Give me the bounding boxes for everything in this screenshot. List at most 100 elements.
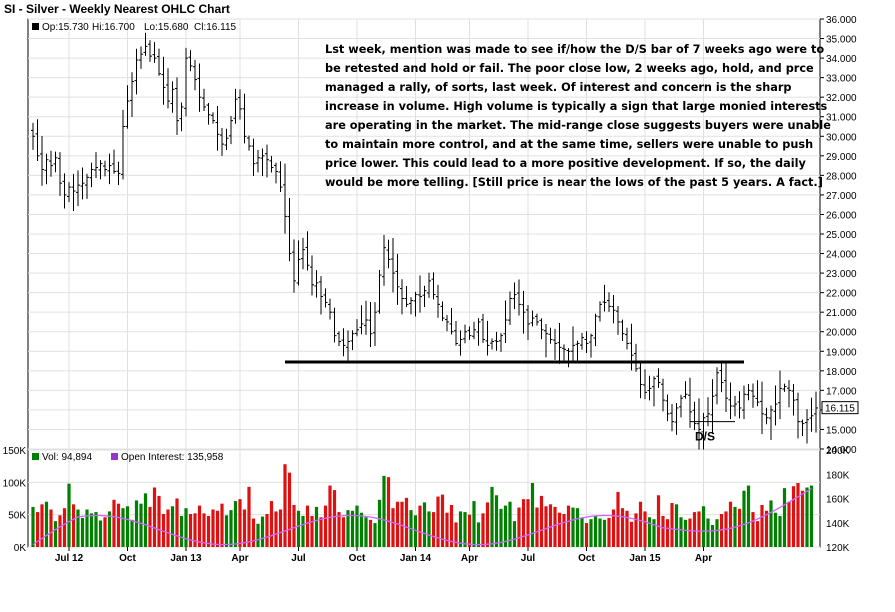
- volume-bar: [80, 517, 85, 547]
- ohlc-bar: [661, 378, 665, 412]
- volume-bar: [157, 495, 161, 547]
- volume-bar: [647, 517, 652, 547]
- ohlc-bar: [224, 128, 229, 150]
- volume-bar: [598, 518, 602, 547]
- price-tick-label: 29.000: [826, 152, 857, 163]
- price-gridlines: [28, 18, 820, 450]
- volume-bar: [449, 504, 454, 547]
- volume-bar: [503, 505, 508, 547]
- volume-bar: [607, 517, 611, 547]
- volume-bar: [94, 512, 98, 547]
- ohlc-bar: [116, 161, 121, 186]
- ohlc-bar: [796, 392, 800, 439]
- volume-bar: [566, 505, 571, 547]
- volume-bar: [373, 523, 377, 547]
- volume-bar: [562, 514, 566, 547]
- annotation-line: would be more telling. [Still price is n…: [325, 176, 823, 189]
- ohlc-bar: [188, 50, 193, 72]
- volume-bar: [688, 518, 692, 547]
- volume-bar: [485, 502, 490, 547]
- volume-bar: [436, 496, 440, 547]
- ohlc-bar: [562, 344, 566, 364]
- ohlc-bar: [346, 330, 350, 363]
- ohlc-bar: [701, 412, 706, 450]
- volume-bar: [188, 514, 193, 547]
- volume-bar: [58, 515, 62, 547]
- volume-bar: [103, 517, 107, 547]
- price-tick-label: 26.000: [826, 210, 857, 221]
- volume-bar: [557, 512, 562, 547]
- ohlc-bar: [778, 370, 782, 420]
- volume-bar: [283, 464, 287, 547]
- volume-bar: [364, 517, 368, 547]
- volume-bar: [548, 504, 553, 547]
- ohlc-bar: [710, 379, 715, 434]
- volume-bar: [440, 494, 445, 547]
- volume-bar: [377, 499, 382, 547]
- ohlc-bar: [809, 397, 814, 432]
- ohlc-bar: [350, 330, 355, 351]
- volume-bar: [692, 512, 697, 547]
- volume-bar: [719, 514, 724, 547]
- volume-bar: [206, 515, 211, 547]
- volume-bar: [602, 519, 607, 547]
- volume-bar: [242, 509, 247, 547]
- ohlc-bar: [490, 338, 494, 350]
- ohlc-bar: [206, 103, 211, 125]
- ohlc-bar: [436, 284, 440, 318]
- volume-tick-label: 100K: [3, 478, 27, 489]
- volume-bar: [319, 517, 323, 547]
- open-interest-axis: 120K 140K 160K 180K 200K: [826, 446, 850, 554]
- volume-bar: [251, 518, 256, 547]
- volume-bar: [715, 519, 719, 547]
- ohlc-bar: [382, 234, 386, 286]
- volume-bar: [382, 475, 386, 547]
- volume-bar: [269, 501, 274, 547]
- ohlc-bar: [67, 182, 71, 203]
- volume-bar: [445, 512, 449, 547]
- oi-swatch: [111, 453, 118, 460]
- price-tick-label: 21.000: [826, 308, 857, 319]
- volume-bar: [638, 501, 643, 547]
- price-tick-label: 30.000: [826, 132, 857, 143]
- price-tick-label: 20.000: [826, 328, 857, 339]
- volume-bar: [337, 512, 341, 547]
- ohlc-bar: [368, 302, 373, 348]
- volume-bar: [130, 519, 134, 547]
- price-tick-label: 18.000: [826, 367, 857, 378]
- annotation-line: Lst week, mention was made to see if/how…: [325, 43, 824, 56]
- legend-high: Hi:16.700: [92, 22, 135, 33]
- volume-bar: [229, 510, 233, 547]
- ohlc-bar: [449, 307, 454, 335]
- ohlc-bar: [328, 298, 332, 320]
- volume-bar: [67, 483, 71, 547]
- ohlc-bar: [305, 231, 310, 271]
- ohlc-bar: [508, 291, 512, 326]
- legend-open: Op:15.730: [42, 22, 89, 33]
- ohlc-bar: [332, 307, 337, 343]
- ohlc-bar: [742, 385, 746, 420]
- volume-bar: [202, 513, 206, 547]
- volume-bar: [553, 506, 557, 547]
- ohlc-bar: [512, 282, 517, 310]
- volume-bar: [355, 505, 359, 547]
- ohlc-bar: [584, 331, 589, 354]
- volume-bar: [247, 486, 251, 547]
- volume-bar: [265, 514, 269, 547]
- ohlc-bar: [647, 375, 652, 401]
- ohlc-bar: [71, 173, 76, 212]
- ohlc-bar: [602, 284, 607, 312]
- price-tick-label: 23.000: [826, 269, 857, 280]
- volume-bar: [296, 510, 301, 547]
- annotation-line: be retested and hold or fail. The poor c…: [325, 62, 814, 75]
- ohlc-bar: [184, 47, 188, 117]
- volume-bar: [706, 518, 710, 547]
- ohlc-bar: [76, 170, 80, 207]
- volume-bar: [616, 492, 620, 547]
- volume-bar: [535, 507, 539, 547]
- volume-bar: [305, 505, 310, 547]
- price-tick-label: 14.000: [826, 445, 857, 456]
- ohlc-bar: [719, 361, 724, 393]
- ohlc-bar: [805, 409, 809, 444]
